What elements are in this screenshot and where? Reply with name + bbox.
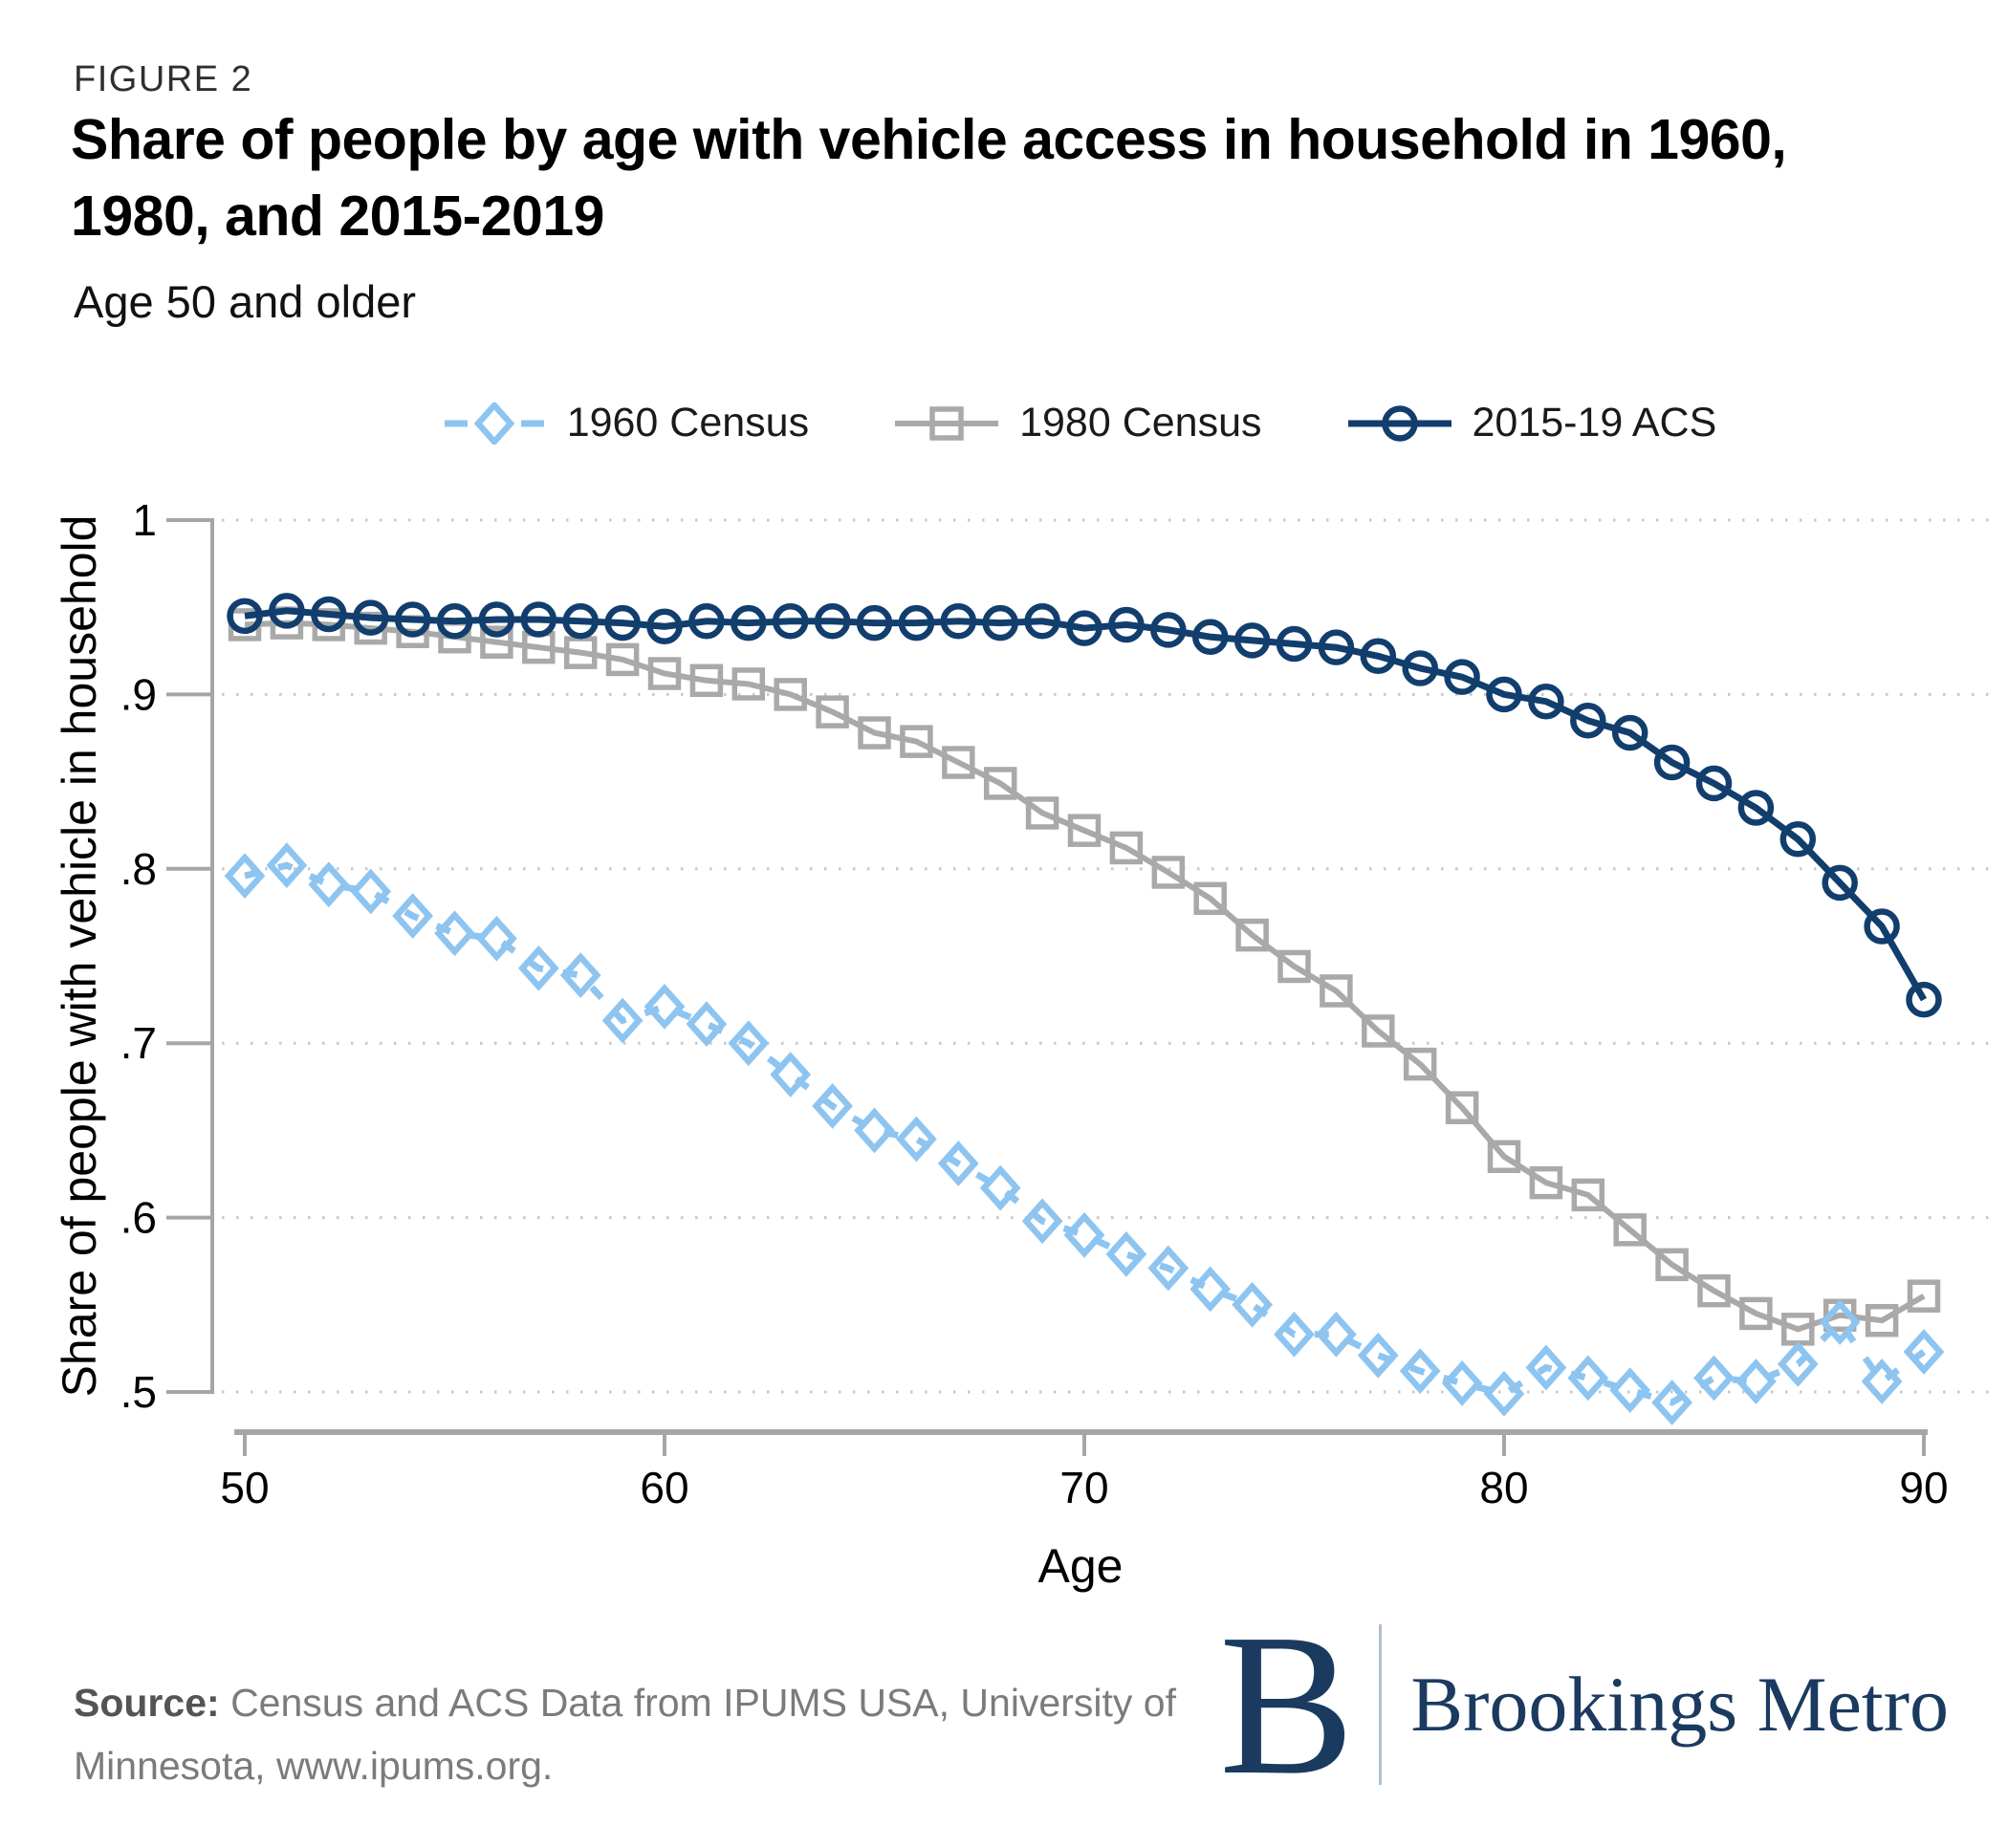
x-axis: 50 60 70 80 90 xyxy=(220,1429,1949,1512)
svg-text:.8: .8 xyxy=(120,844,157,894)
svg-text:.7: .7 xyxy=(120,1018,157,1068)
chart-subtitle: Age 50 and older xyxy=(74,276,417,327)
page-title: Share of people by age with vehicle acce… xyxy=(71,101,1974,254)
diamond-marker-icon xyxy=(444,402,544,445)
data-series xyxy=(224,593,1945,1425)
title-line-2: 1980, and 2015-2019 xyxy=(71,185,604,248)
brookings-logo: B Brookings Metro xyxy=(1219,1592,1949,1816)
source-label: Source: xyxy=(74,1681,220,1725)
svg-text:1: 1 xyxy=(132,495,157,545)
legend-label-acs: 2015-19 ACS xyxy=(1472,400,1717,446)
legend: 1960 Census 1980 Census 2015-19 ACS xyxy=(0,400,2008,446)
svg-text:.5: .5 xyxy=(120,1367,157,1417)
source-text-line-1: Census and ACS Data from IPUMS USA, Univ… xyxy=(230,1681,1176,1725)
brookings-wordmark: Brookings Metro xyxy=(1410,1661,1949,1748)
source-note: Source: Census and ACS Data from IPUMS U… xyxy=(74,1671,1176,1797)
brookings-monogram: B xyxy=(1219,1592,1355,1816)
title-line-1: Share of people by age with vehicle acce… xyxy=(71,108,1787,171)
circle-marker-icon xyxy=(1347,404,1451,442)
svg-text:70: 70 xyxy=(1059,1463,1108,1512)
svg-text:90: 90 xyxy=(1899,1463,1948,1512)
source-text-line-2: Minnesota, www.ipums.org. xyxy=(74,1744,554,1788)
svg-text:.6: .6 xyxy=(120,1193,157,1243)
figure-label: FIGURE 2 xyxy=(74,59,253,99)
legend-label-1980: 1980 Census xyxy=(1019,400,1262,446)
legend-item-1980: 1980 Census xyxy=(893,400,1262,446)
legend-item-acs: 2015-19 ACS xyxy=(1346,400,1717,446)
legend-item-1960: 1960 Census xyxy=(441,400,809,446)
svg-text:.9: .9 xyxy=(120,669,157,719)
svg-text:50: 50 xyxy=(220,1463,269,1512)
y-axis-title: Share of people with vehicle in househol… xyxy=(53,515,106,1398)
logo-divider xyxy=(1379,1624,1383,1785)
x-axis-title: Age xyxy=(1038,1539,1124,1593)
gridlines xyxy=(222,518,2000,1394)
y-axis: 1 .9 .8 .7 .6 .5 xyxy=(120,495,214,1417)
svg-text:80: 80 xyxy=(1479,1463,1528,1512)
legend-label-1960: 1960 Census xyxy=(566,400,810,446)
svg-text:60: 60 xyxy=(640,1463,688,1512)
square-marker-icon xyxy=(895,405,999,441)
